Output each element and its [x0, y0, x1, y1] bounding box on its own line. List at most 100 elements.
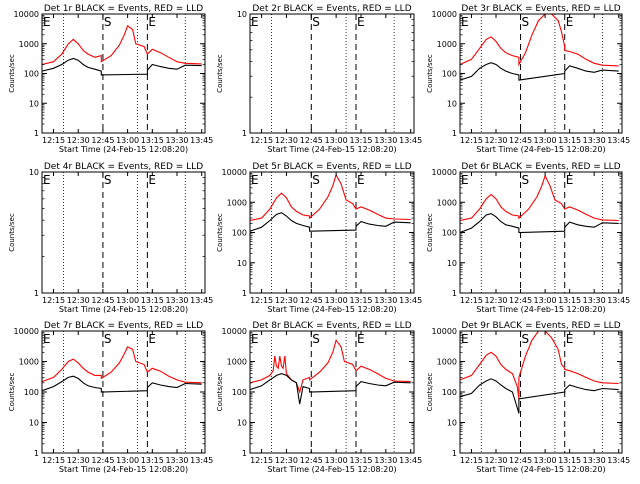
x-tick-label: 13:30 — [374, 296, 397, 305]
x-tick-label: 12:45 — [91, 456, 114, 465]
y-tick-label: 100 — [232, 229, 247, 238]
y-tick-label: 10 — [447, 419, 457, 428]
x-tick-label: 13:15 — [558, 136, 581, 145]
x-tick-label: 13:00 — [325, 296, 348, 305]
x-tick-label: 12:45 — [300, 456, 323, 465]
x-tick-label: 12:45 — [509, 296, 532, 305]
interval-letter: E — [566, 15, 574, 29]
interval-letter: E — [566, 173, 574, 187]
interval-letter: E — [251, 173, 259, 187]
y-axis-label: Counts/sec — [216, 373, 224, 412]
panel-3: Det 3r BLACK = Events, RED = LLD 1 10 100 10… — [426, 4, 630, 154]
events-series-line — [249, 212, 411, 232]
interval-letter: E — [461, 332, 469, 346]
x-axis-label: Start Time (24-Feb-15 12:08:20) — [267, 305, 396, 314]
y-axis-label: Counts/sec — [426, 213, 434, 252]
x-tick-label: 12:30 — [67, 136, 90, 145]
y-tick-label: 1 — [34, 289, 39, 298]
panel-title: Det 7r BLACK = Events, RED = LLD — [44, 321, 203, 331]
interval-letter: S — [312, 173, 320, 187]
y-tick-label: 1 — [242, 289, 247, 298]
x-tick-label: 13:45 — [190, 296, 213, 305]
y-tick-label: 10 — [447, 259, 457, 268]
x-tick-label: 12:45 — [509, 136, 532, 145]
lld-series-line — [459, 330, 619, 399]
interval-letter: E — [357, 173, 365, 187]
x-axis-label: Start Time (24-Feb-15 12:08:20) — [267, 145, 396, 154]
x-tick-label: 13:45 — [607, 296, 630, 305]
interval-letter: E — [357, 332, 365, 346]
x-tick-label: 12:45 — [300, 136, 323, 145]
lld-series-line — [249, 338, 411, 394]
x-tick-label: 12:45 — [300, 296, 323, 305]
x-tick-label: 12:30 — [275, 136, 298, 145]
x-tick-label: 13:15 — [349, 456, 372, 465]
x-tick-label: 12:30 — [67, 296, 90, 305]
x-tick-label: 12:30 — [484, 296, 507, 305]
y-tick-label: 1000 — [227, 358, 247, 367]
interval-letter: E — [461, 15, 469, 29]
y-tick-label: 10000 — [222, 168, 247, 177]
x-tick-label: 12:15 — [42, 136, 65, 145]
x-tick-label: 12:15 — [42, 296, 65, 305]
x-axis-label: Start Time (24-Feb-15 12:08:20) — [59, 145, 188, 154]
panel-title: Det 9r BLACK = Events, RED = LLD — [461, 321, 620, 331]
interval-letter: E — [43, 173, 51, 187]
x-axis-label: Start Time (24-Feb-15 12:08:20) — [476, 465, 605, 474]
lld-series-line — [249, 173, 411, 222]
y-tick-label: 100 — [442, 70, 457, 79]
panel-title: Det 2r BLACK = Events, RED = LLD — [252, 4, 411, 14]
y-tick-label: 1 — [242, 129, 247, 138]
x-tick-label: 13:00 — [116, 136, 139, 145]
panel-title: Det 5r BLACK = Events, RED = LLD — [252, 162, 411, 172]
interval-letter: S — [104, 332, 112, 346]
y-tick-label: 1 — [34, 449, 39, 458]
x-tick-label: 12:15 — [250, 136, 273, 145]
x-tick-label: 12:15 — [460, 296, 483, 305]
x-tick-label: 12:30 — [484, 136, 507, 145]
y-axis-label: Counts/sec — [8, 213, 16, 252]
y-tick-label: 1000 — [19, 40, 39, 49]
x-tick-label: 13:15 — [558, 456, 581, 465]
y-tick-label: 1 — [242, 449, 247, 458]
y-tick-label: 100 — [24, 70, 39, 79]
y-tick-label: 1000 — [227, 198, 247, 207]
x-tick-label: 13:00 — [534, 136, 557, 145]
plot-frame — [249, 330, 415, 454]
panel-7: Det 7r BLACK = Events, RED = LLD 1 10 100 10… — [8, 321, 213, 474]
y-tick-label: 100 — [442, 229, 457, 238]
x-tick-label: 13:00 — [325, 136, 348, 145]
x-axis-label: Start Time (24-Feb-15 12:08:20) — [59, 465, 188, 474]
x-tick-label: 13:45 — [399, 296, 422, 305]
events-series-line — [41, 57, 202, 76]
interval-letter: S — [104, 15, 112, 29]
lld-series-line — [41, 346, 202, 384]
panel-5: Det 5r BLACK = Events, RED = LLD 1 10 100 10… — [216, 162, 422, 314]
panel-4: Det 4r BLACK = Events, RED = LLD 1 10 12:15… — [8, 162, 213, 314]
events-series-line — [459, 62, 619, 81]
panel-6: Det 6r BLACK = Events, RED = LLD 1 10 100 10… — [426, 162, 630, 314]
x-tick-label: 13:30 — [374, 136, 397, 145]
y-tick-label: 1000 — [19, 358, 39, 367]
x-tick-label: 13:30 — [165, 456, 188, 465]
lld-series-line — [41, 24, 202, 66]
interval-letter: E — [148, 173, 156, 187]
x-axis-label: Start Time (24-Feb-15 12:08:20) — [476, 305, 605, 314]
x-tick-label: 12:30 — [67, 456, 90, 465]
x-tick-label: 12:30 — [484, 456, 507, 465]
y-tick-label: 10000 — [432, 327, 457, 336]
y-tick-label: 10 — [237, 10, 247, 19]
x-tick-label: 13:30 — [165, 296, 188, 305]
x-tick-label: 13:45 — [190, 456, 213, 465]
x-tick-label: 13:30 — [583, 136, 606, 145]
x-tick-label: 12:15 — [460, 456, 483, 465]
x-tick-label: 13:30 — [374, 456, 397, 465]
plot-frame — [249, 13, 415, 134]
interval-letter: E — [43, 15, 51, 29]
plot-frame — [459, 171, 623, 294]
panel-title: Det 4r BLACK = Events, RED = LLD — [44, 162, 203, 172]
y-tick-label: 10 — [237, 259, 247, 268]
y-tick-label: 10000 — [14, 327, 39, 336]
y-tick-label: 1 — [452, 289, 457, 298]
